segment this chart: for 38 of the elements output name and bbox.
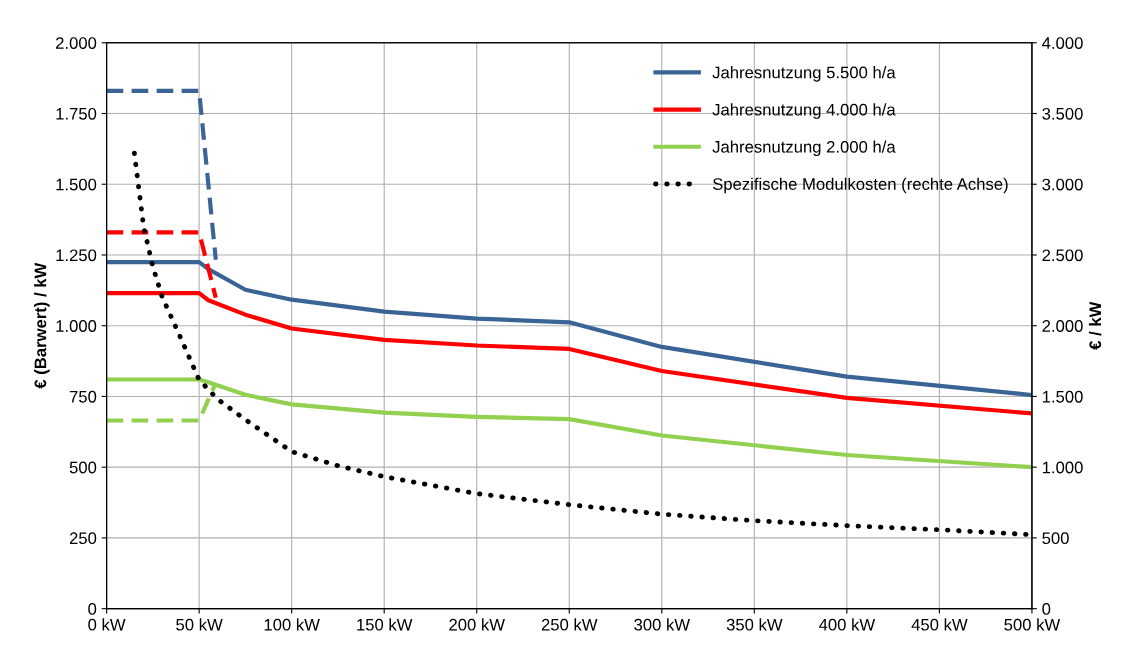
line-series (106, 377, 1032, 470)
y2-tick-label: 1.000 (1042, 461, 1083, 474)
y-tick-label: 500 (69, 461, 97, 474)
legend-label: Jahresnutzung 4.000 h/a (712, 103, 896, 119)
legend-label: Jahresnutzung 5.500 h/a (712, 66, 896, 82)
y2-tick-label: 4.000 (1042, 37, 1083, 49)
y-tick-label: 1.000 (56, 320, 97, 332)
y2-axis-title: € / kW (1088, 301, 1102, 350)
x-tick-label: 200 kW (449, 618, 505, 631)
y2-tick-label: 1.500 (1042, 390, 1083, 403)
y-tick-label: 0 (88, 603, 97, 615)
x-tick-label: 300 kW (634, 618, 690, 631)
y-tick-label: 750 (69, 390, 97, 403)
y2-tick-label: 3.500 (1042, 107, 1083, 120)
y-tick-label: 2.000 (56, 37, 97, 49)
legend-label: Spezifische Modulkosten (rechte Achse) (712, 177, 1008, 194)
x-tick-label: 350 kW (726, 618, 783, 631)
y-tick-label: 1.500 (56, 178, 97, 191)
x-tick-label: 0 kW (88, 618, 126, 631)
y-axis-title: € (Barwert) / kW (34, 262, 50, 389)
x-tick-label: 500 kW (1004, 618, 1061, 631)
y2-tick-label: 3.000 (1042, 178, 1083, 191)
y2-tick-label: 0 (1042, 603, 1051, 615)
y-tick-label: 1.750 (56, 107, 97, 120)
x-tick-label: 150 kW (357, 618, 413, 631)
x-tick-label: 100 kW (264, 618, 320, 631)
legend-label: Jahresnutzung 2.000 h/a (712, 140, 896, 157)
y-tick-label: 1.250 (56, 249, 97, 262)
line-series (106, 259, 1032, 398)
y2-tick-label: 500 (1042, 532, 1069, 545)
x-tick-label: 400 kW (819, 618, 876, 631)
y2-tick-label: 2.000 (1042, 320, 1083, 332)
x-tick-label: 250 kW (541, 618, 598, 631)
y2-tick-label: 2.500 (1042, 249, 1083, 262)
x-tick-label: 50 kW (176, 618, 223, 631)
x-tick-label: 450 kW (911, 618, 968, 631)
y-tick-label: 250 (69, 532, 97, 545)
line-series (106, 291, 1032, 416)
